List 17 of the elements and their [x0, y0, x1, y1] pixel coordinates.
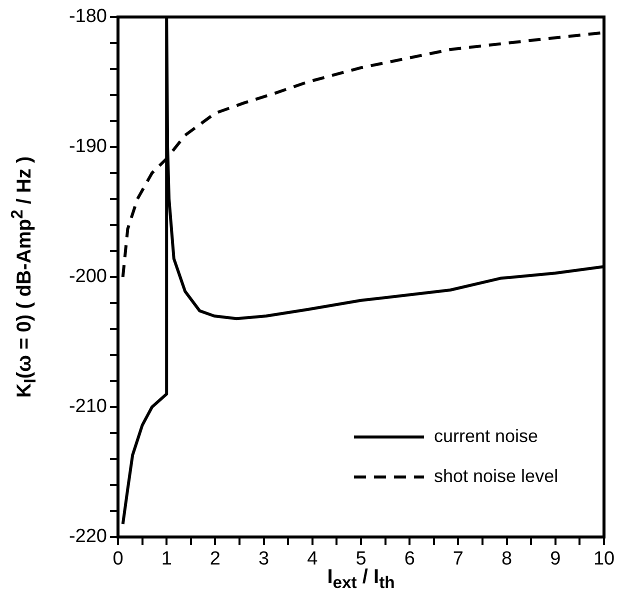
x-tick-label: 8 — [502, 548, 512, 570]
x-tick-label: 7 — [452, 548, 464, 570]
x-tick-label: 6 — [404, 548, 415, 570]
x-tick-label: 10 — [593, 548, 615, 570]
y-tick-label: -210 — [68, 396, 107, 418]
x-tick-label: 2 — [210, 548, 220, 570]
x-tick-label: 4 — [307, 548, 318, 570]
y-tick-label: -200 — [68, 266, 107, 288]
y-tick-label: -180 — [68, 6, 107, 28]
x-tick-label: 9 — [550, 548, 561, 570]
x-tick-label: 1 — [161, 548, 172, 570]
legend-label: shot noise level — [434, 466, 558, 486]
legend-label: current noise — [434, 426, 538, 446]
x-tick-label: 0 — [112, 548, 124, 570]
x-tick-label: 3 — [258, 548, 270, 570]
y-tick-label: -190 — [68, 136, 107, 158]
y-tick-label: -220 — [68, 526, 107, 548]
